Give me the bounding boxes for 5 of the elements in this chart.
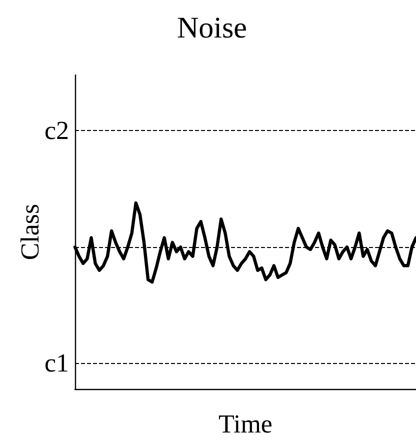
y-axis-title: Class <box>16 204 44 260</box>
ref-line-label: c1 <box>44 348 69 378</box>
ref-line-label: c2 <box>44 116 69 145</box>
chart-title: Noise <box>177 12 247 44</box>
x-axis-title: Time <box>218 410 272 438</box>
